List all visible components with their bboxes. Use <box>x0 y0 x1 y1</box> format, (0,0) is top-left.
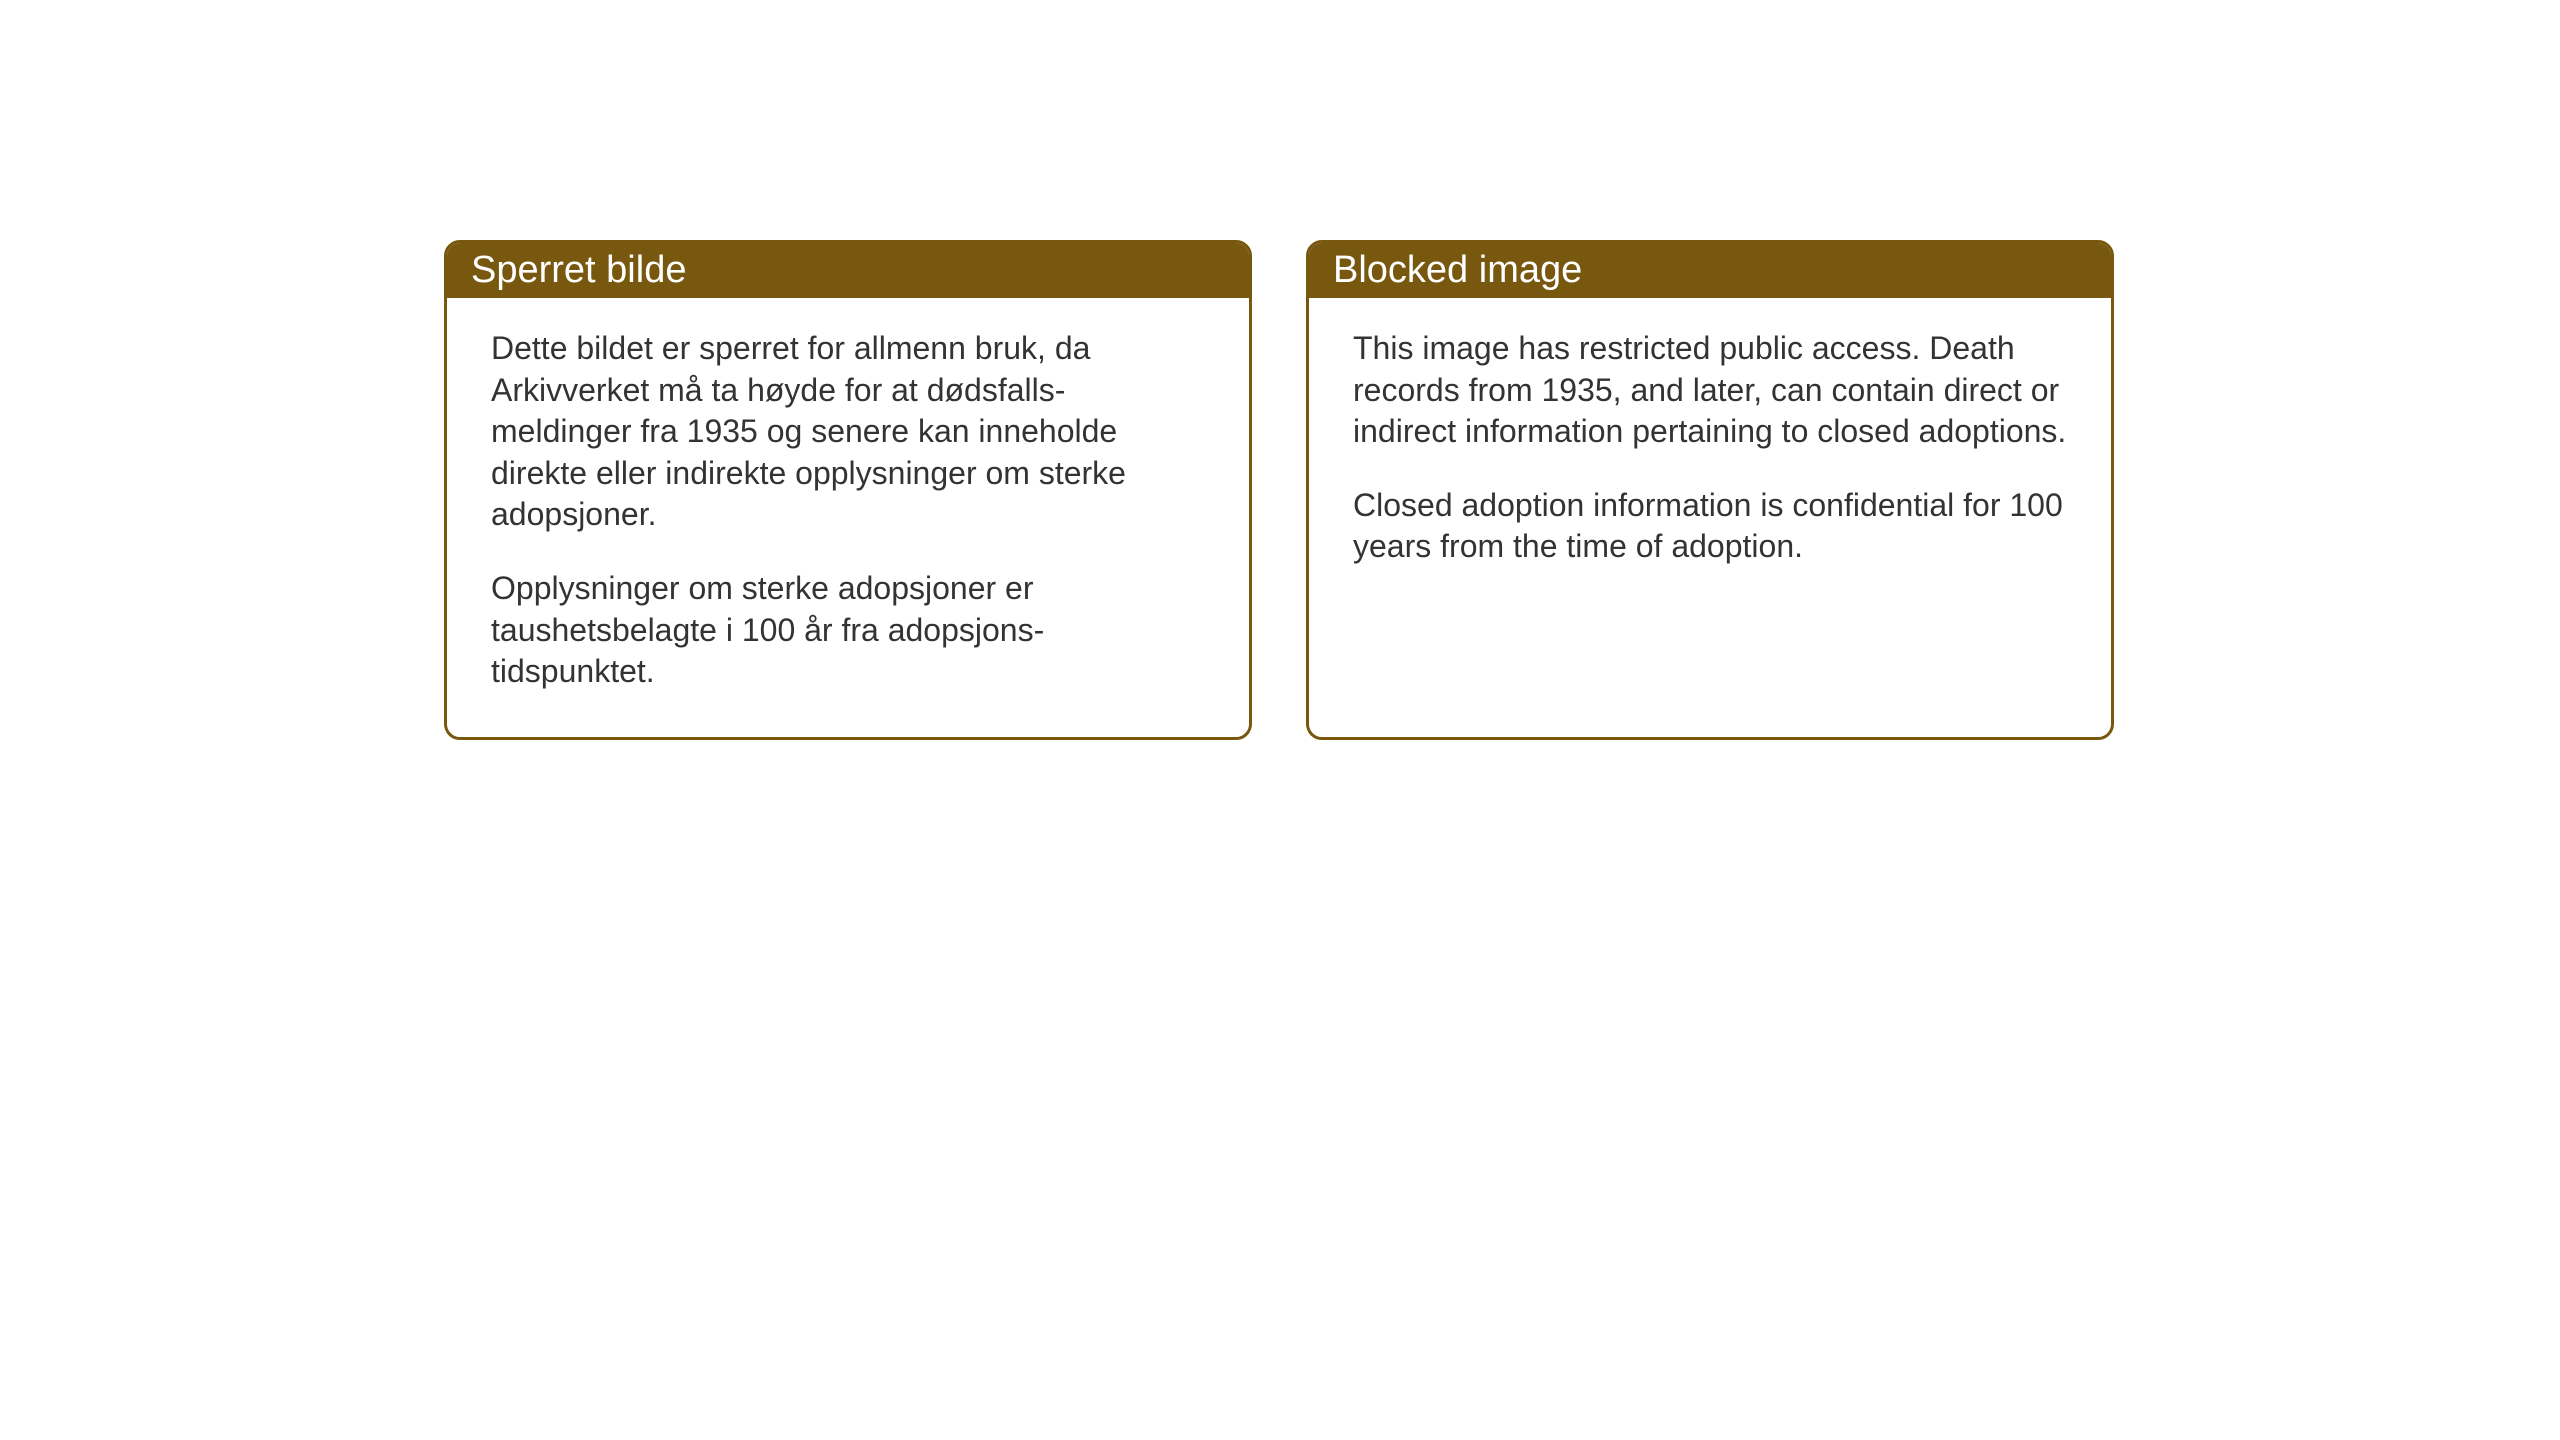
card-norwegian-paragraph1: Dette bildet er sperret for allmenn bruk… <box>491 328 1205 536</box>
card-norwegian-paragraph2: Opplysninger om sterke adopsjoner er tau… <box>491 568 1205 693</box>
card-english-title: Blocked image <box>1333 249 1582 291</box>
card-norwegian-body: Dette bildet er sperret for allmenn bruk… <box>447 298 1249 737</box>
cards-container: Sperret bilde Dette bildet er sperret fo… <box>444 240 2114 740</box>
card-english-header: Blocked image <box>1309 243 2111 298</box>
card-english: Blocked image This image has restricted … <box>1306 240 2114 740</box>
card-english-body: This image has restricted public access.… <box>1309 298 2111 612</box>
card-norwegian: Sperret bilde Dette bildet er sperret fo… <box>444 240 1252 740</box>
card-english-paragraph2: Closed adoption information is confident… <box>1353 485 2067 568</box>
card-norwegian-title: Sperret bilde <box>471 249 686 291</box>
card-norwegian-header: Sperret bilde <box>447 243 1249 298</box>
card-english-paragraph1: This image has restricted public access.… <box>1353 328 2067 453</box>
